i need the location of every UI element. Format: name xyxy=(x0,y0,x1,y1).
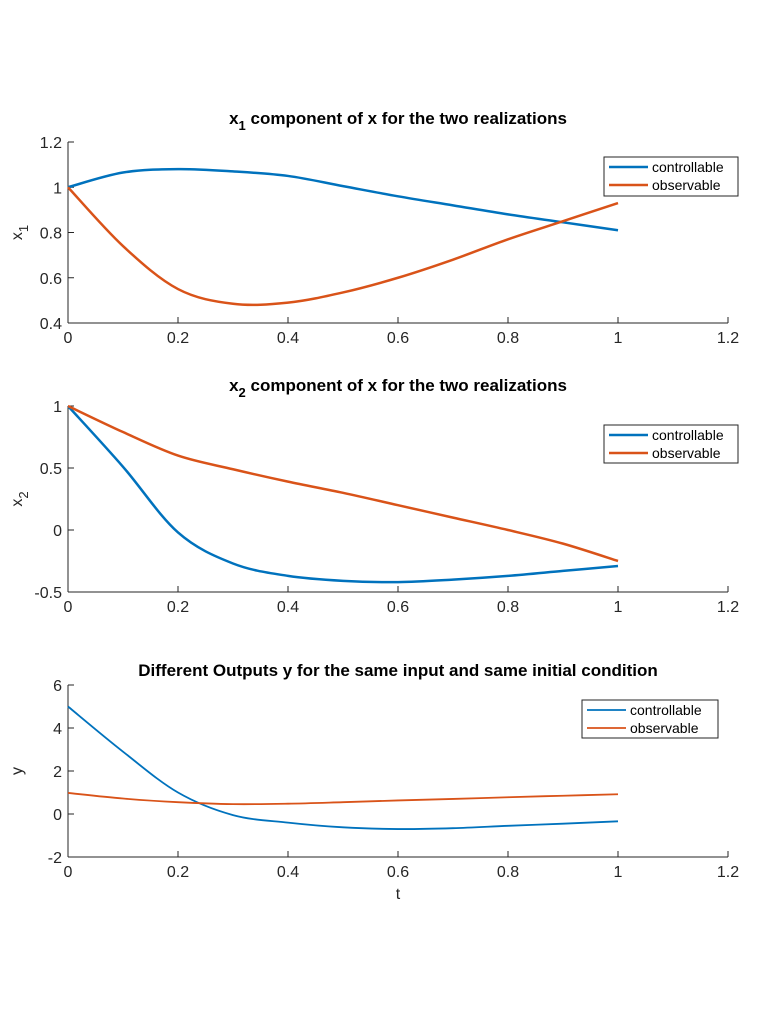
x-tick-label: 1 xyxy=(614,864,623,881)
title-subscript: 2 xyxy=(239,385,246,400)
y-label-subscript: 2 xyxy=(16,491,31,498)
subplot-1: x1 component of x for the two realizatio… xyxy=(9,109,739,347)
x-tick-label: 0.2 xyxy=(167,599,189,616)
x-tick-label: 0.8 xyxy=(497,599,519,616)
title-rest: component of x for the two realizations xyxy=(246,109,567,128)
y-tick-label: 6 xyxy=(53,678,62,695)
x-tick-label: 0.6 xyxy=(387,864,409,881)
y-tick-label: -2 xyxy=(48,850,62,867)
y-label-subscript: 1 xyxy=(16,225,31,232)
title-subscript: 1 xyxy=(239,118,246,133)
y-tick-label: 1 xyxy=(53,180,62,197)
y-tick-label: 2 xyxy=(53,764,62,781)
y-tick-label: 0.6 xyxy=(40,271,62,288)
subplot-3: Different Outputs y for the same input a… xyxy=(9,661,739,903)
legend-label-observable: observable xyxy=(630,720,699,736)
title-rest: component of x for the two realizations xyxy=(246,376,567,395)
x-tick-label: 0.4 xyxy=(277,864,299,881)
y-tick-label: 0 xyxy=(53,523,62,540)
x-tick-label: 1 xyxy=(614,330,623,347)
x-tick-label: 0.6 xyxy=(387,599,409,616)
x-tick-label: 0.4 xyxy=(277,330,299,347)
title-main: x xyxy=(229,109,239,128)
legend: controllable observable xyxy=(603,424,739,464)
x-tick-label: 0 xyxy=(64,599,73,616)
legend-label-controllable: controllable xyxy=(652,427,724,443)
legend: controllable observable xyxy=(603,156,739,197)
legend-box xyxy=(581,699,719,739)
y-tick-label: -0.5 xyxy=(34,585,62,602)
legend: controllable observable xyxy=(581,699,719,739)
y-tick-label: 0.4 xyxy=(40,316,62,333)
subplot-2: x2 component of x for the two realizatio… xyxy=(9,376,739,616)
y-axis-label: x2 xyxy=(9,491,31,506)
series-line-controllable xyxy=(67,405,619,584)
legend-label-controllable: controllable xyxy=(652,159,724,175)
x-tick-label: 0.2 xyxy=(167,330,189,347)
y-tick-label: 4 xyxy=(53,721,62,738)
series-line-observable xyxy=(67,186,619,307)
series-line-observable xyxy=(67,404,619,563)
y-tick-label: 0.5 xyxy=(40,461,62,478)
y-tick-label: 0 xyxy=(53,807,62,824)
y-axis-label: y xyxy=(9,767,26,775)
series-line-controllable xyxy=(67,705,619,830)
x-tick-label: 1.2 xyxy=(717,599,739,616)
legend-box xyxy=(603,156,739,197)
x-tick-label: 0.2 xyxy=(167,864,189,881)
x-tick-label: 0.6 xyxy=(387,330,409,347)
legend-label-observable: observable xyxy=(652,177,721,193)
y-label-main: x xyxy=(9,232,26,240)
y-axis-label: x1 xyxy=(9,225,31,240)
chart-title: Different Outputs y for the same input a… xyxy=(138,661,658,680)
x-tick-label: 0.8 xyxy=(497,330,519,347)
legend-box xyxy=(603,424,739,464)
y-tick-label: 1.2 xyxy=(40,135,62,152)
y-tick-label: 1 xyxy=(53,399,62,416)
x-tick-label: 0.4 xyxy=(277,599,299,616)
chart-title: x1 component of x for the two realizatio… xyxy=(229,109,567,133)
x-tick-label: 0.8 xyxy=(497,864,519,881)
title-main: x xyxy=(229,376,239,395)
x-tick-label: 1.2 xyxy=(717,864,739,881)
x-tick-label: 1.2 xyxy=(717,330,739,347)
x-tick-label: 0 xyxy=(64,864,73,881)
x-axis-label: t xyxy=(396,886,401,903)
series-line-controllable xyxy=(67,167,619,232)
x-tick-label: 0 xyxy=(64,330,73,347)
y-tick-label: 0.8 xyxy=(40,226,62,243)
series-line-observable xyxy=(67,792,619,806)
y-label-main: x xyxy=(9,499,26,507)
legend-label-controllable: controllable xyxy=(630,702,702,718)
y-label-main: y xyxy=(9,767,26,775)
chart-title: x2 component of x for the two realizatio… xyxy=(229,376,567,400)
legend-label-observable: observable xyxy=(652,445,721,461)
x-tick-label: 1 xyxy=(614,599,623,616)
